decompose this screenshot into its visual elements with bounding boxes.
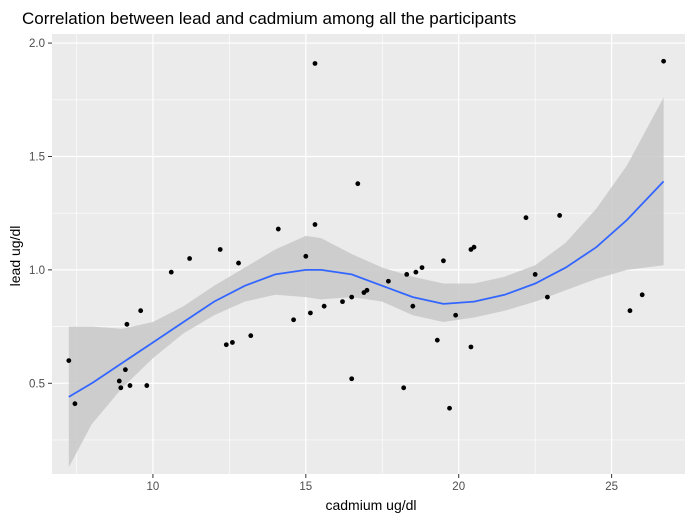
data-point [385, 278, 391, 284]
data-point [236, 260, 241, 266]
data-point [66, 358, 72, 363]
x-tick-label: 25 [605, 481, 618, 493]
data-point [122, 367, 128, 373]
data-point [223, 342, 229, 348]
data-point [349, 376, 355, 382]
data-point [523, 215, 529, 221]
data-point [441, 258, 446, 264]
data-points [66, 58, 666, 411]
data-point [138, 308, 144, 314]
data-point [453, 312, 459, 318]
data-point [127, 383, 133, 388]
data-point [312, 222, 318, 227]
data-point [661, 58, 666, 64]
data-point [639, 292, 645, 298]
data-point [468, 344, 474, 350]
data-point [275, 226, 281, 232]
data-point [404, 272, 410, 277]
chart-title: Correlation between lead and cadmium amo… [22, 9, 516, 28]
smooth-line [68, 180, 665, 398]
y-axis-title: lead ug/dl [7, 226, 23, 287]
data-point [312, 61, 318, 66]
data-point [72, 401, 78, 407]
y-tick-label: 1.0 [29, 265, 45, 277]
y-tick-label: 0.5 [29, 378, 45, 390]
data-point [401, 385, 407, 391]
data-point [144, 383, 150, 388]
data-point [544, 294, 550, 300]
x-axis-ticks: 10 15 20 25 [147, 474, 618, 493]
data-point [627, 308, 633, 314]
data-point [116, 378, 122, 384]
y-tick-label: 1.5 [29, 151, 45, 163]
confidence-band [68, 97, 664, 468]
data-point [340, 299, 345, 305]
data-point [410, 303, 416, 309]
y-tick-label: 2.0 [29, 38, 45, 50]
y-axis-ticks: 0.5 1.0 1.5 2.0 [29, 38, 52, 390]
data-point [364, 287, 370, 293]
data-point [307, 310, 313, 316]
x-tick-label: 15 [299, 481, 312, 493]
data-point [434, 337, 440, 343]
data-point [471, 244, 477, 250]
data-point [168, 269, 174, 275]
data-point [248, 333, 254, 339]
minor-gridlines [52, 34, 685, 474]
data-point [187, 256, 193, 261]
x-tick-label: 20 [452, 481, 465, 493]
data-point [230, 340, 235, 345]
data-point [349, 294, 355, 300]
data-point [321, 303, 327, 309]
data-point [118, 385, 124, 391]
data-point [124, 321, 130, 327]
data-point [413, 269, 419, 275]
data-point [419, 265, 425, 271]
x-axis-title: cadmium ug/dl [325, 497, 416, 513]
data-point [532, 272, 538, 277]
data-point [355, 181, 361, 187]
x-tick-label: 10 [147, 481, 160, 493]
data-point [291, 317, 296, 323]
data-point [447, 405, 452, 411]
data-point [557, 213, 563, 218]
data-point [217, 247, 223, 252]
data-point [303, 253, 309, 259]
